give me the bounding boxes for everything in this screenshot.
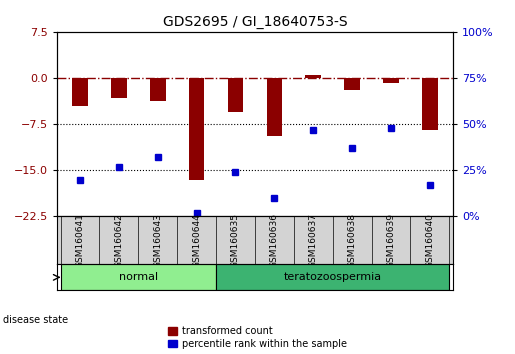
Text: GSM160640: GSM160640 (425, 213, 434, 268)
Text: GSM160643: GSM160643 (153, 213, 162, 268)
Bar (189, 78, 204, 179)
Bar (228, 78, 243, 112)
Bar (267, 78, 282, 136)
Bar (345, 78, 360, 90)
FancyBboxPatch shape (216, 264, 449, 290)
Text: GSM160641: GSM160641 (76, 213, 84, 268)
Text: GSM160639: GSM160639 (386, 213, 396, 268)
Text: GSM160644: GSM160644 (192, 213, 201, 268)
Text: GSM160637: GSM160637 (308, 213, 318, 268)
Bar (150, 78, 165, 101)
Bar (383, 78, 399, 83)
Title: GDS2695 / GI_18640753-S: GDS2695 / GI_18640753-S (163, 16, 347, 29)
Bar (305, 75, 321, 78)
FancyBboxPatch shape (61, 264, 216, 290)
Bar (422, 78, 438, 130)
Text: teratozoospermia: teratozoospermia (284, 272, 382, 282)
Text: disease state: disease state (3, 315, 67, 325)
Text: GSM160638: GSM160638 (348, 213, 356, 268)
Text: GSM160635: GSM160635 (231, 213, 240, 268)
Legend: transformed count, percentile rank within the sample: transformed count, percentile rank withi… (168, 326, 347, 349)
Bar (72, 78, 88, 106)
Text: GSM160636: GSM160636 (270, 213, 279, 268)
Bar (111, 78, 127, 98)
Text: GSM160642: GSM160642 (114, 213, 124, 268)
Text: normal: normal (119, 272, 158, 282)
